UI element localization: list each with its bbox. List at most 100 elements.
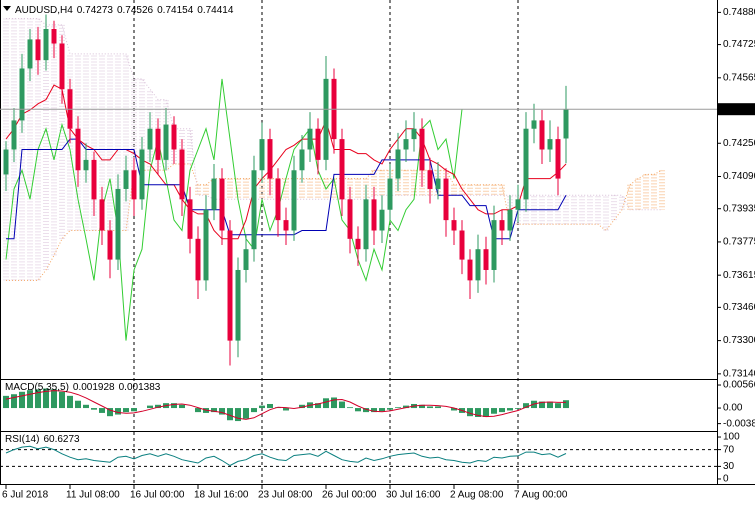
menu-arrow [3,6,11,11]
histogram-bar [75,400,81,409]
histogram-bar [147,405,153,409]
histogram-bar [547,401,553,409]
candle-body [507,209,513,231]
candle-body [435,178,441,189]
histogram-bar [179,404,185,409]
histogram-bar [219,408,225,415]
candle-body [515,199,521,210]
candle-body [211,178,217,210]
histogram-bar [387,408,393,410]
histogram-bar [299,404,305,409]
candle-body [363,199,369,250]
last-price-box [718,103,755,116]
histogram-bar [539,401,545,409]
indicator-name: MACD(5,35,5) [5,382,69,393]
histogram-bar [227,408,233,421]
histogram-bar [51,389,57,409]
candle-body [339,139,345,200]
candle-body [491,220,497,270]
candle-body [267,139,273,179]
candle-body [379,209,385,231]
candle-body [531,120,537,129]
histogram-bar [507,408,513,411]
candle-body [483,249,489,270]
chart-header: AUDUSD,H4 0.74273 0.74526 0.74154 0.74414 [15,5,234,16]
candle-body [459,230,465,260]
x-tick-label: 7 Aug 00:00 [514,490,568,501]
span-b-line [6,18,662,211]
candle-body [555,139,561,179]
candle-body [275,178,281,221]
candle-body [355,238,361,250]
histogram-bar [107,408,113,417]
histogram-bar [355,408,361,412]
y-tick-label: 0 [723,474,729,485]
histogram-bar [67,395,73,409]
histogram-bar [523,403,529,409]
candle-body [99,199,105,231]
candle-body [411,128,417,140]
histogram-bar [483,408,489,417]
x-tick-label: 18 Jul 16:00 [194,490,249,501]
candle-body [315,128,321,160]
pane-header: MACD(5,35,5) 0.001928 0.001383 [5,382,161,393]
histogram-bar [91,408,97,410]
histogram-bar [83,404,89,409]
histogram-bar [563,400,569,409]
span-a-line [6,163,663,281]
histogram-bar [211,408,217,413]
indicator-line [5,78,463,341]
candle-body [347,199,353,239]
histogram-bar [339,401,345,409]
histogram-bar [27,390,33,409]
x-tick-label: 26 Jul 00:00 [322,490,377,501]
y-tick-label: 0.00 [723,403,743,414]
y-tick-label: 0.74725 [723,39,755,50]
candle-body [131,170,137,200]
histogram-bar [235,408,241,422]
histogram-bar [451,408,457,411]
x-tick-label: 2 Aug 08:00 [450,490,504,501]
candle-body [163,124,169,160]
indicator-line [5,445,567,467]
candle-body [283,220,289,231]
candle-body [43,29,49,61]
candle-body [227,230,233,341]
symbol: AUDUSD,H4 [15,5,73,16]
y-tick-label: 0.74565 [723,72,755,83]
candle-body [3,149,9,175]
candle-body [147,128,153,150]
candle-body [427,170,433,189]
histogram-bar [131,408,137,412]
signal-line [5,390,566,420]
y-tick-label: 0.005664 [723,380,755,391]
histogram-bar [19,391,25,409]
histogram-bar [195,408,201,413]
histogram-bar [267,403,273,409]
ohlc-value: 0.74414 [197,5,234,16]
y-tick-label: 100 [723,432,740,443]
histogram-bar [259,405,265,409]
y-tick-label: 0.73615 [723,270,755,281]
histogram-bar [467,408,473,417]
candle-body [171,124,177,150]
indicator-value: 0.001928 [73,382,115,393]
ohlc-value: 0.74273 [77,5,114,16]
candle-body [187,199,193,239]
candle-body [219,178,225,231]
pane-header: RSI(14) 60.6273 [5,434,80,445]
candle-body [235,269,241,341]
candle-body [35,39,41,61]
indicator-value: 0.001383 [119,382,161,393]
candle-body [419,128,425,171]
y-tick-label: 0.73935 [723,203,755,214]
histogram-bar [35,389,41,409]
candle-body [203,209,209,281]
histogram-bar [515,408,521,409]
